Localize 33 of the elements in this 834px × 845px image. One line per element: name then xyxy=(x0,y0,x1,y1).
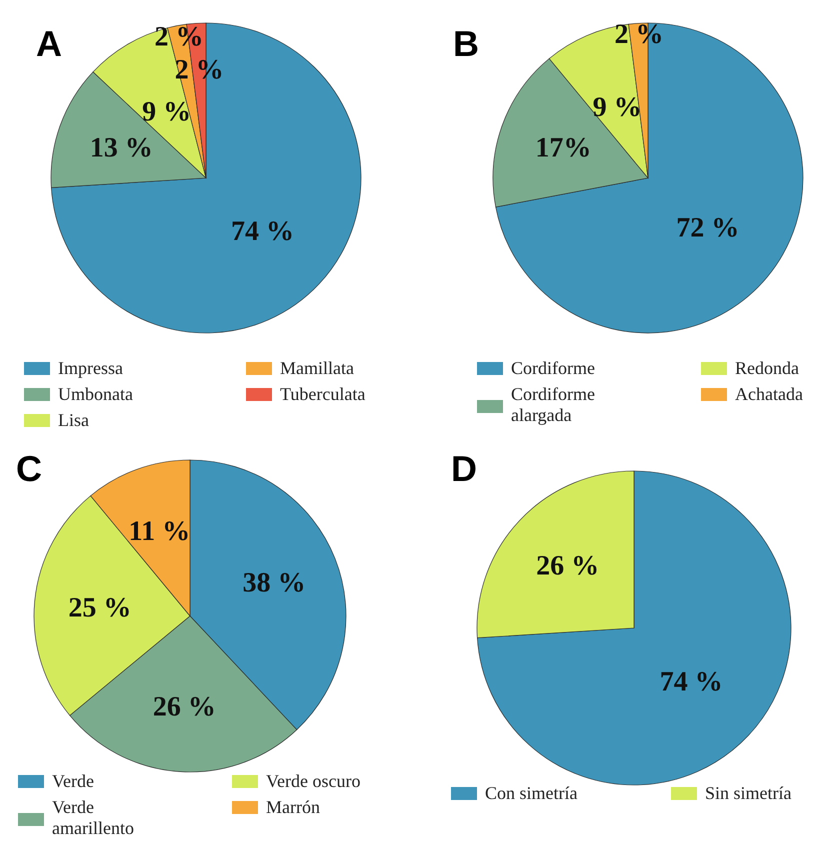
data-label: 11 % xyxy=(128,516,190,547)
legend-label: Impressa xyxy=(58,358,123,378)
legend-label: Redonda xyxy=(735,358,799,378)
legend-label: Achatada xyxy=(735,384,803,404)
data-label: 72 % xyxy=(676,212,740,244)
legend-label: Cordiforme xyxy=(511,358,595,378)
data-label: 74 % xyxy=(660,666,723,698)
chart-title: D xyxy=(451,448,477,489)
legend-label: Con simetría xyxy=(485,783,578,803)
data-label: 74 % xyxy=(230,216,294,248)
legend-label: Verde xyxy=(52,771,94,791)
legend-label: Lisa xyxy=(58,410,89,430)
data-label: 26 % xyxy=(536,550,600,582)
legend-label: Marrón xyxy=(266,797,320,817)
legend-label: Verde amarillento xyxy=(52,797,134,838)
data-label: 38 % xyxy=(242,568,306,599)
legend-label: Tuberculata xyxy=(280,384,366,404)
chart-title: C xyxy=(16,448,42,489)
legend-label: Verde oscuro xyxy=(266,771,360,791)
chart-title: A xyxy=(36,23,62,64)
data-label: 9 % xyxy=(592,92,642,123)
pie-slice xyxy=(495,22,804,334)
legend-label: Mamillata xyxy=(280,358,354,378)
legend-label: Sin simetría xyxy=(705,783,792,803)
data-label: 9 % xyxy=(142,96,192,128)
data-label: 13 % xyxy=(90,132,153,164)
data-label: 26 % xyxy=(152,691,216,722)
data-label: 25 % xyxy=(68,592,132,624)
pie-slice xyxy=(477,470,792,786)
legend-label: Cordiforme alargada xyxy=(511,384,595,425)
data-label: 17% xyxy=(535,132,592,164)
legend-label: Umbonata xyxy=(58,384,133,404)
chart-title: B xyxy=(453,23,479,64)
